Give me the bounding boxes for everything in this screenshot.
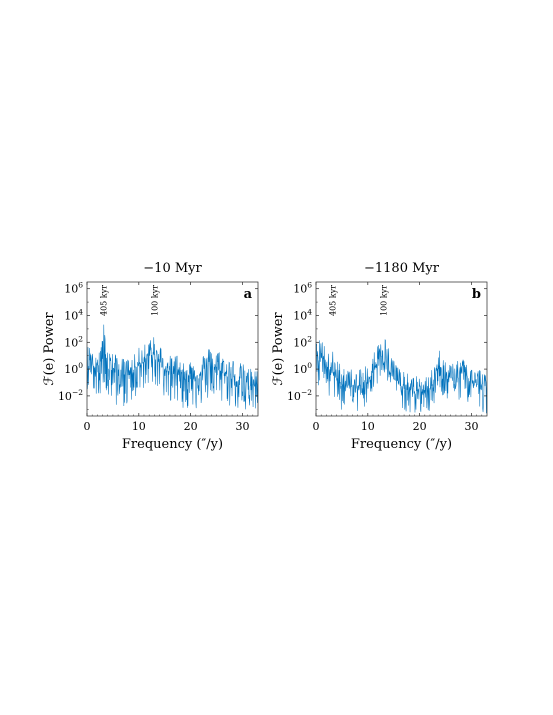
annotation-label: 405 kyr	[100, 285, 109, 316]
x-tick-label: 20	[413, 420, 427, 433]
y-tick-label: 10−2	[287, 388, 312, 403]
y-tick-label: 104	[293, 308, 312, 323]
x-tick-label: 30	[464, 420, 478, 433]
y-axis-label: ℱ(e) Power	[271, 312, 286, 386]
annotation-label: 405 kyr	[329, 285, 338, 316]
x-tick-label: 10	[361, 420, 375, 433]
x-tick-label: 30	[235, 420, 249, 433]
x-tick-label: 10	[132, 420, 146, 433]
y-tick-label: 102	[293, 334, 312, 349]
y-tick-label: 104	[64, 308, 83, 323]
y-axis-label: ℱ(e) Power	[42, 312, 57, 386]
x-tick-label: 0	[313, 420, 320, 433]
y-tick-label: 106	[293, 281, 312, 296]
annotation-label: 100 kyr	[379, 285, 388, 316]
y-tick-label: 100	[64, 361, 83, 376]
axes-box	[86, 281, 259, 417]
x-axis-label: Frequency (″/y)	[351, 437, 452, 452]
x-axis-label: Frequency (″/y)	[122, 437, 223, 452]
chart-panel-1: 0 10 20 30 10−2 100 102 104 106 −10 Myr a 405 kyr 10…	[42, 261, 259, 452]
chart-title: −10 Myr	[143, 261, 202, 276]
axes-box	[315, 281, 488, 417]
chart-title: −1180 Myr	[364, 261, 440, 276]
panel-label: a	[244, 287, 253, 302]
annotation-label: 100 kyr	[150, 285, 159, 316]
panel-label: b	[472, 287, 481, 302]
x-tick-label: 0	[84, 420, 91, 433]
chart-panel-2: 0 10 20 30 10−2 100 102 104 106 −1180 Myr b 405 kyr…	[271, 261, 488, 452]
spectrum-series	[316, 339, 487, 414]
y-tick-label: 102	[64, 334, 83, 349]
x-tick-label: 20	[184, 420, 198, 433]
spectrum-series	[87, 324, 258, 410]
y-tick-label: 106	[64, 281, 83, 296]
y-tick-label: 100	[293, 361, 312, 376]
y-tick-label: 10−2	[58, 388, 83, 403]
